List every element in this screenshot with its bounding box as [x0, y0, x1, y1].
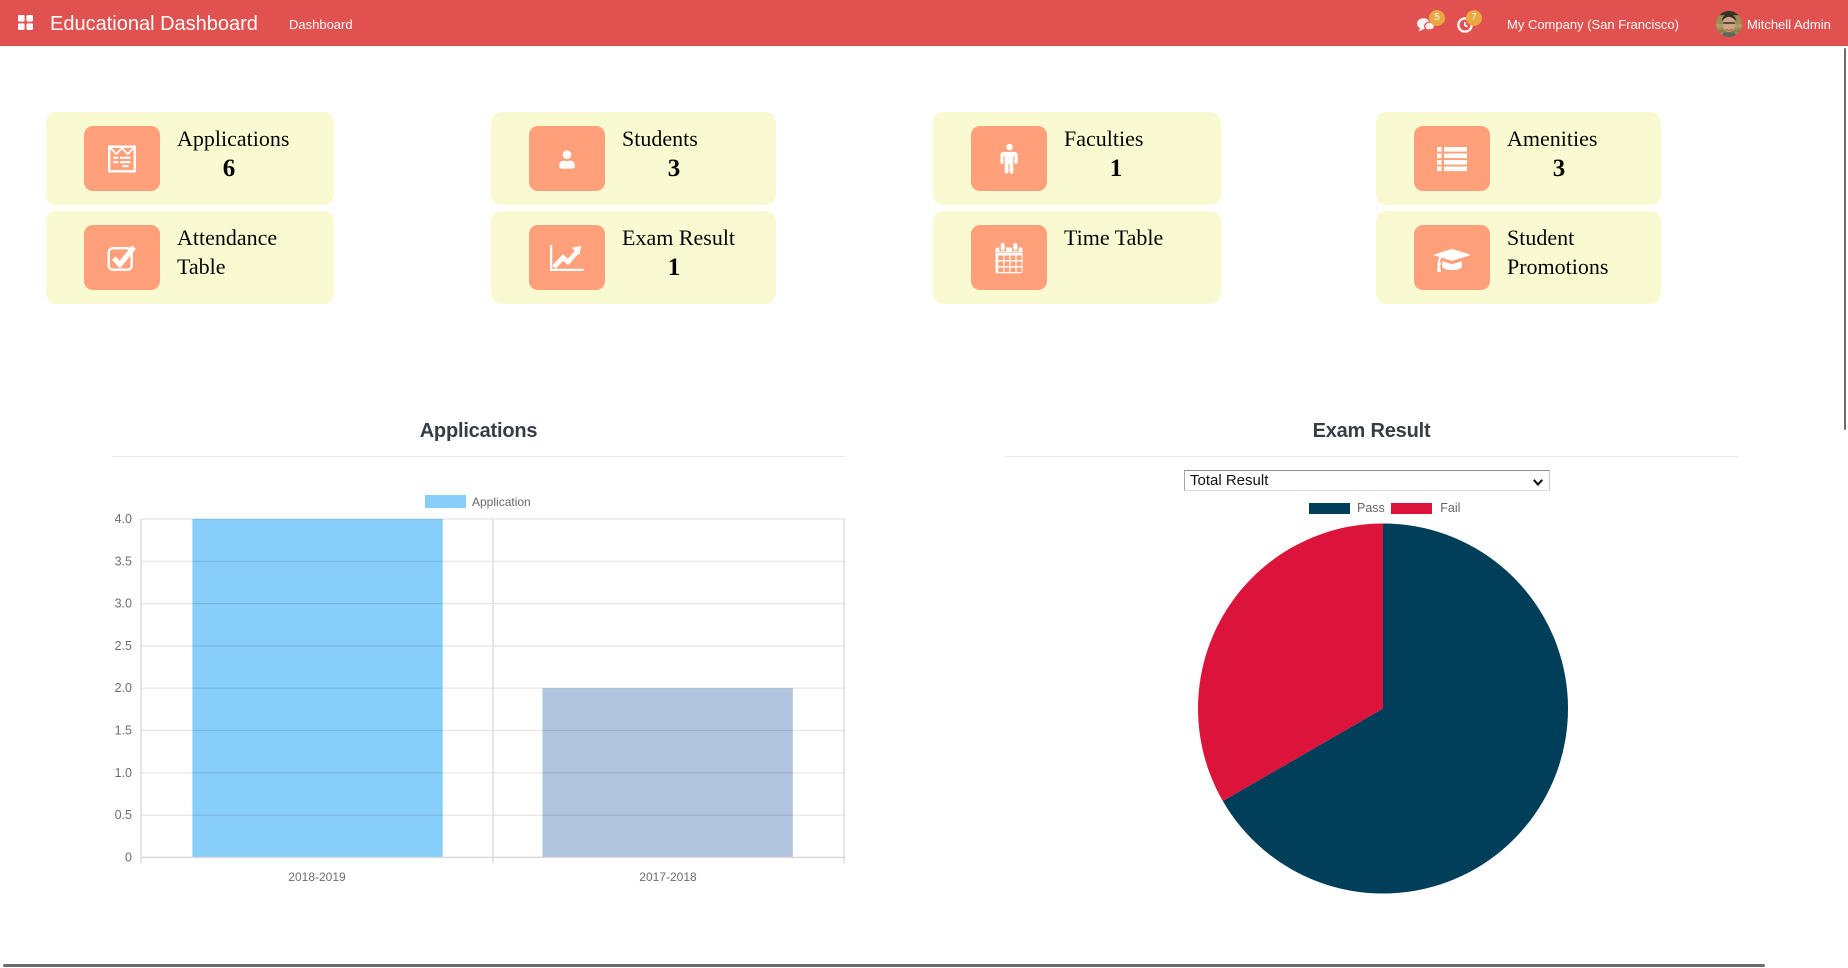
svg-text:1.0: 1.0 — [115, 766, 132, 780]
svg-text:3.0: 3.0 — [115, 597, 132, 611]
svg-text:2018-2019: 2018-2019 — [288, 870, 346, 884]
svg-text:3.5: 3.5 — [115, 554, 132, 568]
svg-text:0: 0 — [125, 850, 132, 864]
svg-text:2.0: 2.0 — [115, 681, 132, 695]
svg-text:2.5: 2.5 — [115, 639, 132, 653]
svg-text:0.5: 0.5 — [115, 808, 132, 822]
svg-text:4.0: 4.0 — [115, 512, 132, 526]
svg-text:1.5: 1.5 — [115, 724, 132, 738]
svg-text:2017-2018: 2017-2018 — [639, 870, 697, 884]
